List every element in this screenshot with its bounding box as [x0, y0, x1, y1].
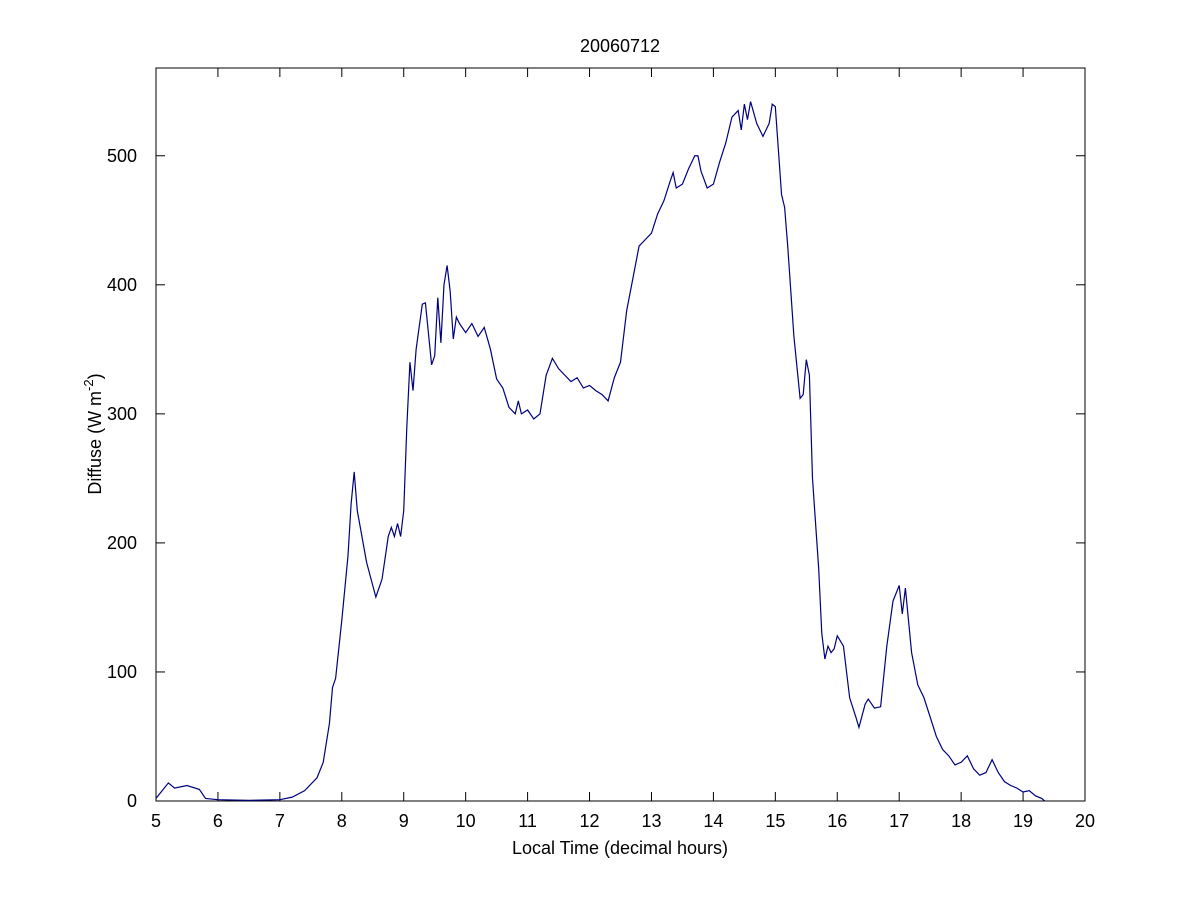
y-label-sup: -2	[81, 379, 96, 391]
y-tick-label: 400	[107, 275, 137, 295]
x-tick-label: 8	[337, 811, 347, 831]
x-tick-label: 12	[580, 811, 600, 831]
x-tick-label: 17	[889, 811, 909, 831]
x-tick-label: 5	[151, 811, 161, 831]
y-tick-label: 0	[127, 791, 137, 811]
x-tick-label: 19	[1013, 811, 1033, 831]
data-line	[155, 101, 1046, 802]
x-tick-label: 15	[765, 811, 785, 831]
y-axis-label: Diffuse (W m-2)	[81, 373, 105, 494]
x-tick-label: 6	[213, 811, 223, 831]
x-tick-label: 14	[703, 811, 723, 831]
x-tick-label: 9	[399, 811, 409, 831]
x-axis-label: Local Time (decimal hours)	[512, 838, 728, 858]
x-tick-label: 16	[827, 811, 847, 831]
y-label-part: )	[85, 373, 105, 379]
y-tick-label: 200	[107, 533, 137, 553]
chart-title: 20060712	[580, 36, 660, 56]
plot-frame	[155, 67, 1086, 802]
x-tick-label: 11	[518, 811, 537, 831]
y-tick-label: 500	[107, 146, 137, 166]
x-tick-label: 10	[456, 811, 476, 831]
y-tick-label: 100	[107, 662, 137, 682]
x-tick-label: 18	[951, 811, 971, 831]
x-tick-label: 20	[1075, 811, 1095, 831]
x-tick-label: 7	[275, 811, 285, 831]
x-tick-label: 13	[641, 811, 661, 831]
y-label-part: Diffuse (W m	[85, 391, 105, 495]
y-tick-label: 300	[107, 404, 137, 424]
